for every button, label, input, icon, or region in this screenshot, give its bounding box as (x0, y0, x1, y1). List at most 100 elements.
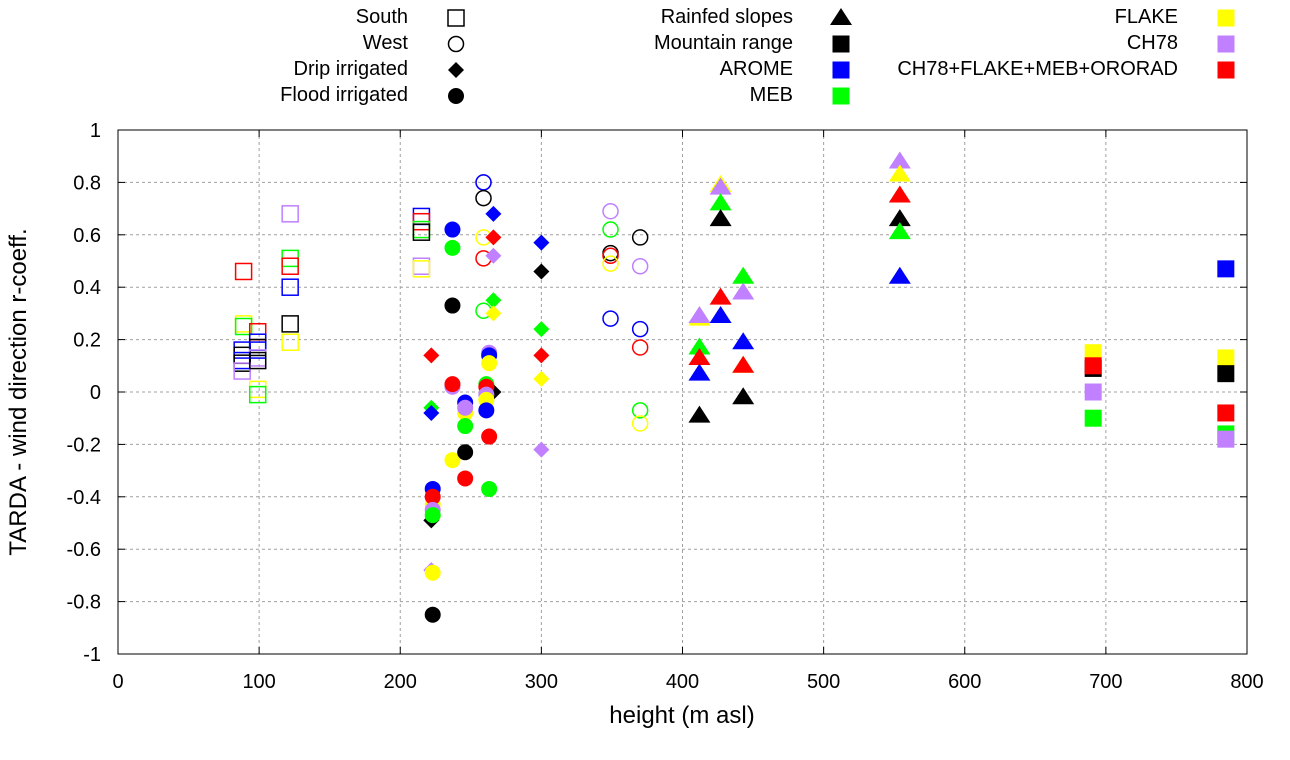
data-point (478, 402, 495, 419)
data-point (688, 306, 711, 324)
series-south (233, 205, 431, 404)
data-point (485, 305, 502, 322)
data-points (233, 151, 1235, 623)
series-mountain-range (1084, 260, 1235, 448)
x-tick-label: 500 (807, 671, 840, 693)
data-point (732, 266, 755, 284)
data-point (424, 606, 441, 623)
data-point (444, 297, 461, 314)
data-point (234, 262, 253, 281)
data-point (444, 376, 461, 393)
legend-label: Flood irrigated (280, 84, 408, 106)
legend-marker-diamond (448, 62, 464, 78)
data-point (1217, 365, 1235, 383)
data-point (1217, 349, 1235, 367)
legend-label: Mountain range (654, 32, 793, 54)
data-point (485, 247, 502, 264)
legend-marker-circle (448, 88, 464, 104)
data-point (631, 402, 649, 419)
legend-marker-open-circle (447, 35, 465, 53)
data-point (248, 385, 267, 404)
data-point (412, 260, 431, 278)
data-point (533, 441, 550, 458)
legend-label: CH78 (1127, 32, 1178, 54)
data-point (888, 222, 911, 240)
data-point (485, 205, 502, 222)
legend-marker (832, 35, 850, 53)
data-point (732, 387, 755, 405)
data-point (631, 229, 649, 246)
data-point (475, 189, 492, 207)
legend-label: Rainfed slopes (661, 6, 793, 28)
data-point (1084, 383, 1102, 401)
x-tick-label: 400 (666, 671, 699, 693)
y-tick-label: 0.8 (73, 172, 101, 194)
y-tick-label: -0.4 (67, 487, 101, 509)
x-tick-label: 700 (1089, 671, 1122, 693)
data-point (709, 209, 732, 227)
y-axis-label: TARDA - wind direction r-coeff. (5, 228, 32, 555)
y-axis: 1 0.8 0.6 0.4 0.2 0 -0.2 -0.4 -0.6 -0.8 -1 (67, 120, 1247, 666)
data-point (631, 339, 649, 356)
data-point (888, 209, 911, 227)
data-point (281, 257, 299, 275)
data-point (533, 321, 550, 338)
data-point (248, 351, 267, 370)
data-point (412, 223, 431, 241)
y-tick-label: 1 (90, 120, 101, 142)
y-tick-label: -0.6 (67, 539, 101, 561)
grid (118, 130, 1247, 654)
data-point (444, 452, 461, 469)
x-tick-label: 800 (1230, 671, 1263, 693)
x-axis: 0 100 200 300 400 500 600 700 800 (112, 130, 1264, 693)
data-point (732, 282, 755, 300)
data-point (688, 363, 711, 381)
data-point (485, 229, 502, 246)
series-flood-irrigated (424, 221, 498, 623)
data-point (631, 320, 649, 338)
y-tick-label: 0.6 (73, 225, 101, 247)
data-point (423, 347, 440, 364)
data-point (888, 151, 911, 169)
data-point (709, 177, 732, 195)
legend-label: FLAKE (1115, 6, 1178, 28)
data-point (444, 239, 461, 256)
data-point (1217, 404, 1235, 422)
data-point (424, 488, 441, 505)
data-point (533, 347, 550, 364)
legend-marker (1217, 35, 1235, 53)
data-point (444, 221, 461, 238)
data-point (281, 315, 299, 333)
data-point (602, 255, 619, 272)
legend-label: MEB (750, 84, 793, 106)
data-point (1217, 430, 1235, 448)
data-point (533, 263, 550, 280)
data-point (732, 355, 755, 373)
legend-marker (832, 61, 850, 79)
data-point (481, 355, 498, 372)
x-tick-label: 300 (525, 671, 558, 693)
series-drip-irrigated (423, 205, 550, 579)
series-rainfed-slopes (688, 151, 911, 423)
y-tick-label: 0.2 (73, 330, 101, 352)
data-point (732, 332, 755, 350)
data-point (481, 428, 498, 445)
data-point (688, 337, 711, 355)
data-point (1084, 344, 1102, 362)
data-point (1084, 409, 1102, 427)
data-point (709, 287, 732, 305)
series-west (475, 174, 649, 432)
data-point (424, 564, 441, 581)
data-point (457, 444, 474, 461)
data-point (481, 480, 498, 497)
data-point (709, 306, 732, 324)
legend-marker (1217, 61, 1235, 79)
data-point (602, 202, 619, 220)
data-point (888, 266, 911, 284)
data-point (602, 221, 619, 238)
data-point (631, 257, 649, 275)
data-point (281, 205, 299, 223)
data-point (533, 370, 550, 387)
legend-marker-open-square (447, 9, 465, 27)
